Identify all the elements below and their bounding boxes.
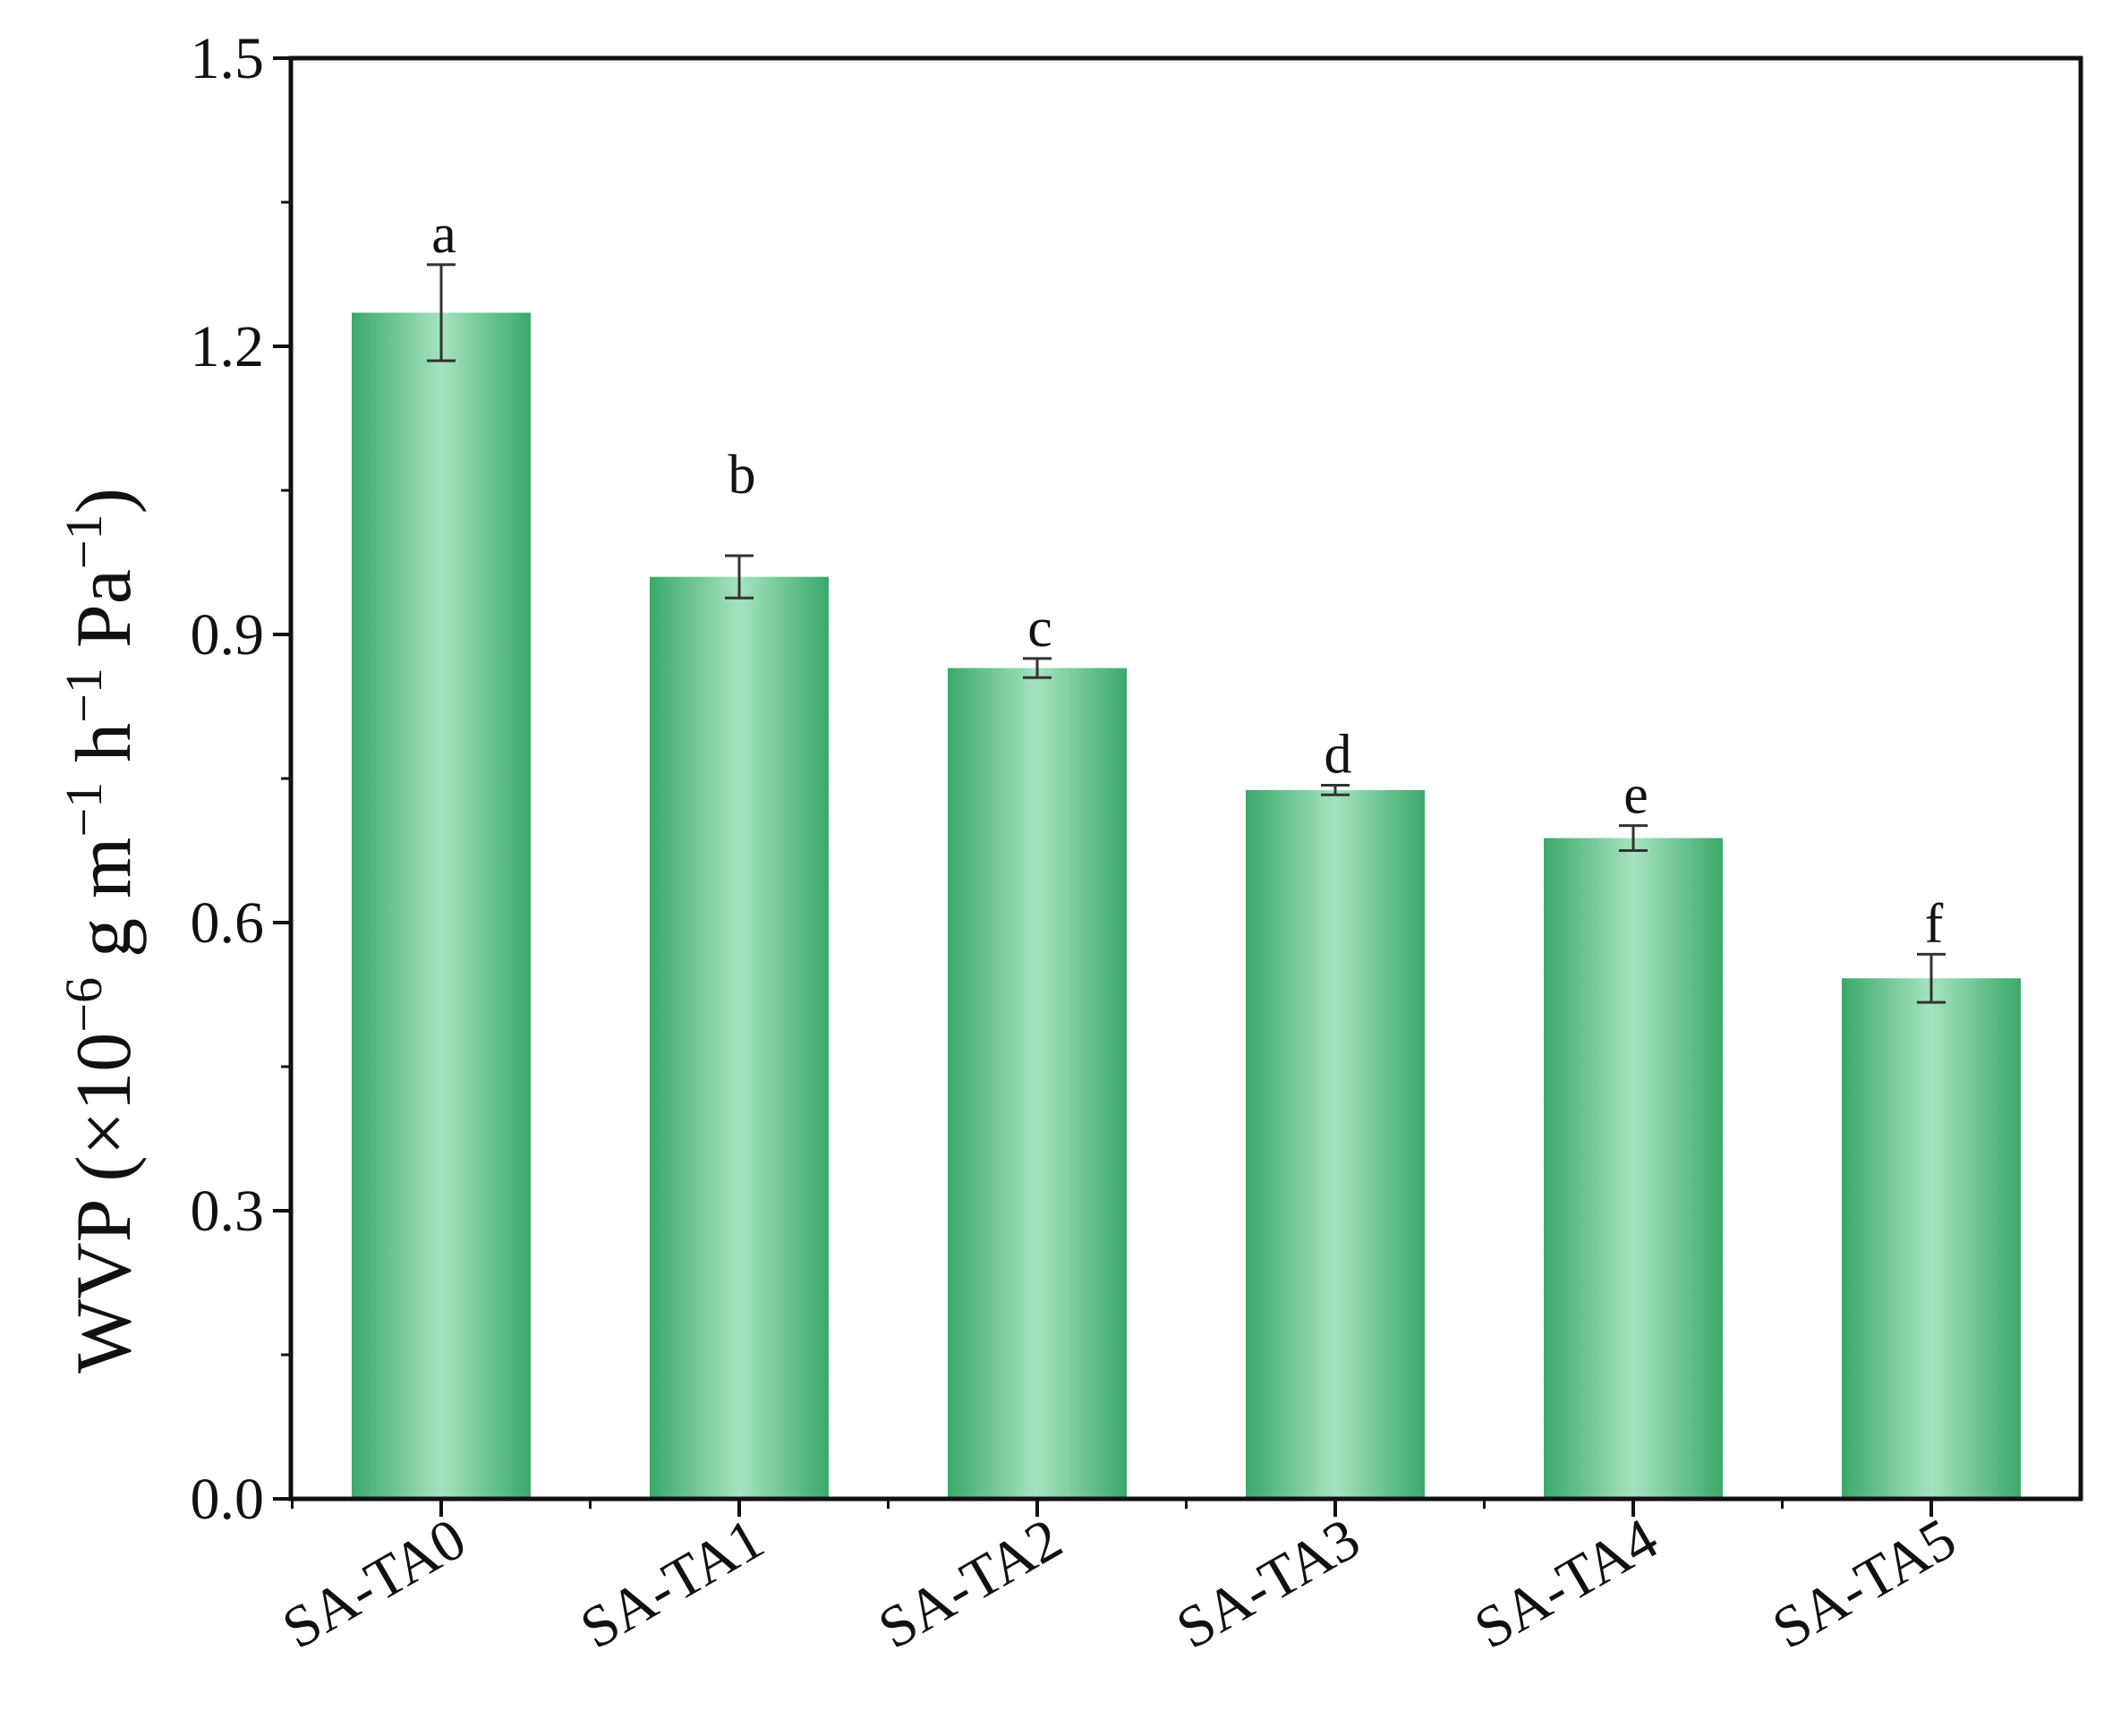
axes	[273, 55, 2083, 1517]
y-tick-label: 0.3	[191, 1179, 265, 1244]
x-tick-label-sa-ta2: SA-TA2	[868, 1506, 1073, 1662]
significance-label-c: c	[1027, 598, 1052, 659]
error-bar-sa-ta3	[1321, 784, 1350, 796]
bar-sa-ta2	[948, 668, 1127, 1499]
error-bar-sa-ta1	[725, 554, 754, 600]
error-bars-layer	[427, 263, 1946, 1004]
significance-labels: a b c d e f	[431, 204, 1943, 955]
y-tick-label: 1.5	[191, 26, 265, 91]
x-tick-label-sa-ta1: SA-TA1	[570, 1506, 775, 1662]
y-tick-label: 0.0	[191, 1467, 265, 1532]
y-tick-label: 0.9	[191, 602, 265, 668]
significance-label-f: f	[1925, 893, 1944, 954]
significance-label-e: e	[1623, 765, 1648, 826]
error-bar-sa-ta5	[1917, 952, 1946, 1004]
bars-layer	[352, 312, 2021, 1499]
x-tick-label-sa-ta5: SA-TA5	[1762, 1506, 1967, 1662]
y-tick-label: 1.2	[191, 314, 265, 379]
x-tick-labels: SA-TA0 SA-TA1 SA-TA2 SA-TA3 SA-TA4 SA-TA5	[272, 1506, 1967, 1662]
error-bar-sa-ta4	[1619, 824, 1648, 852]
y-axis-label: WVP (×10−6 g m−1 h−1 Pa−1)	[55, 488, 148, 1374]
x-tick-label-sa-ta3: SA-TA3	[1166, 1506, 1371, 1662]
significance-label-a: a	[431, 204, 456, 265]
y-tick-label: 0.6	[191, 890, 265, 956]
bar-sa-ta1	[650, 576, 829, 1499]
error-bar-sa-ta0	[427, 263, 456, 362]
bar-sa-ta4	[1544, 838, 1723, 1499]
x-tick-label-sa-ta4: SA-TA4	[1464, 1506, 1669, 1662]
bar-sa-ta3	[1246, 789, 1425, 1499]
bar-sa-ta5	[1842, 978, 2021, 1499]
plot-frame	[288, 55, 2083, 1502]
significance-label-d: d	[1325, 725, 1352, 786]
y-tick-labels: 0.0 0.3 0.6 0.9 1.2 1.5	[191, 26, 265, 1532]
x-tick-label-sa-ta0: SA-TA0	[272, 1506, 477, 1662]
bar-sa-ta0	[352, 312, 531, 1499]
error-bar-sa-ta2	[1023, 657, 1052, 679]
significance-label-b: b	[728, 445, 756, 506]
